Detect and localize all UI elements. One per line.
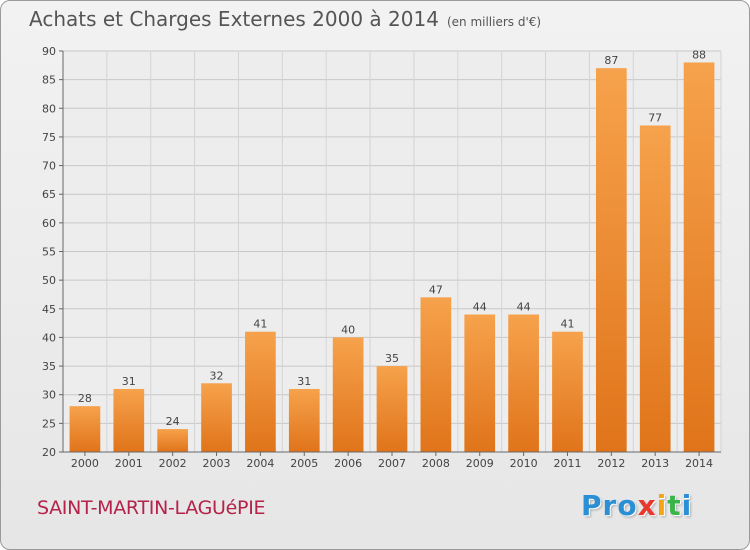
y-tick-label: 70 [42,160,56,173]
bar-value-label: 41 [560,318,574,331]
logo-letter: r [602,489,618,522]
bar [157,429,189,452]
chart-title-text: Achats et Charges Externes 2000 à 2014 [29,7,439,31]
x-tick-label: 2012 [597,457,625,470]
x-tick-label: 2010 [510,457,538,470]
bar [113,388,145,452]
logo-letter: P [581,489,603,522]
bar-value-label: 31 [122,375,136,388]
bar-value-label: 44 [517,301,531,314]
bar [508,314,539,452]
bar-value-label: 77 [648,111,662,124]
y-tick-label: 85 [42,74,56,87]
logo-letter: o [617,489,638,522]
x-tick-label: 2006 [334,457,362,470]
chart-title: Achats et Charges Externes 2000 à 2014 (e… [29,7,541,31]
x-tick-label: 2003 [203,457,231,470]
y-tick-label: 25 [42,417,56,430]
bar-value-label: 32 [210,369,224,382]
bar-value-label: 35 [385,352,399,365]
bar-value-label: 28 [78,392,92,405]
x-tick-label: 2007 [378,457,406,470]
bar-value-label: 31 [297,375,311,388]
bar [201,383,232,452]
x-tick-label: 2002 [159,457,187,470]
y-tick-label: 80 [42,102,56,115]
chart-subtitle: (en milliers d'€) [446,15,542,29]
commune-name: SAINT-MARTIN-LAGUéPIE [37,497,266,519]
y-tick-label: 20 [42,446,56,459]
y-tick-label: 40 [42,331,56,344]
x-tick-label: 2005 [290,457,318,470]
bar [376,366,408,452]
bar [245,331,276,452]
x-tick-label: 2008 [422,457,450,470]
bar [595,68,627,452]
logo-letter: t [667,489,682,522]
bar [464,314,496,452]
logo-letter: x [637,489,657,522]
bar-value-label: 24 [166,415,180,428]
bar-value-label: 88 [692,48,706,61]
logo-letter: i [681,489,693,522]
bar-value-label: 41 [253,318,267,331]
y-tick-label: 45 [42,303,56,316]
bar [288,388,320,452]
bar-value-label: 40 [341,323,355,336]
bar [639,125,671,452]
x-tick-label: 2009 [466,457,494,470]
y-tick-label: 30 [42,389,56,402]
x-tick-label: 2001 [115,457,143,470]
y-tick-label: 50 [42,274,56,287]
y-tick-label: 60 [42,217,56,230]
x-tick-label: 2013 [641,457,669,470]
bar [69,406,101,452]
bar [420,297,452,452]
bar-value-label: 44 [473,301,487,314]
bar-value-label: 47 [429,283,443,296]
y-tick-label: 90 [42,45,56,58]
bar [552,331,583,452]
x-tick-label: 2014 [685,457,713,470]
logo-letter: i [656,489,668,522]
bar [332,337,364,452]
x-tick-label: 2000 [71,457,99,470]
x-tick-label: 2004 [246,457,274,470]
proxiti-logo: Proxiti [581,489,692,522]
bar [683,62,715,452]
y-tick-label: 55 [42,246,56,259]
y-tick-label: 75 [42,131,56,144]
x-tick-label: 2011 [553,457,581,470]
bar-value-label: 87 [604,54,618,67]
y-tick-label: 65 [42,188,56,201]
y-tick-label: 35 [42,360,56,373]
